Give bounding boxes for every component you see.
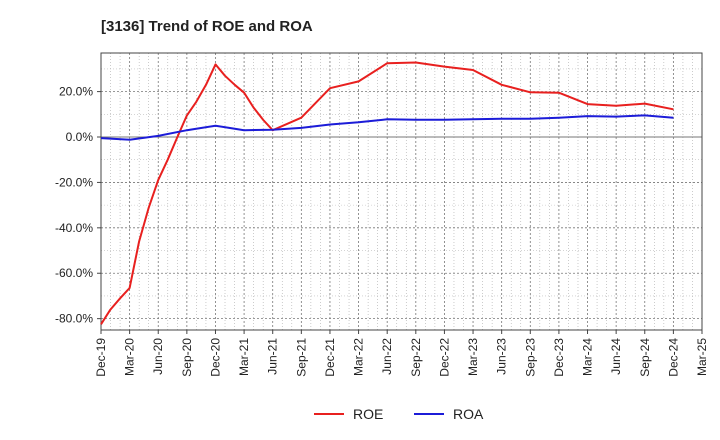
- x-tick-label: Sep-20: [180, 338, 194, 377]
- x-tick-label: Jun-24: [609, 338, 623, 375]
- y-tick-label: -20.0%: [55, 175, 93, 189]
- x-tick-label: Dec-24: [666, 338, 680, 377]
- chart-title: [3136] Trend of ROE and ROA: [101, 18, 313, 35]
- y-tick-label: -40.0%: [55, 221, 93, 235]
- x-tick-label: Sep-23: [523, 338, 537, 377]
- plot-border: [100, 52, 703, 331]
- y-tick-label: 20.0%: [59, 85, 93, 99]
- series-lines: [100, 61, 674, 325]
- x-tick-label: Sep-22: [409, 338, 423, 377]
- legend-label-roe: ROE: [353, 406, 383, 422]
- x-tick-label: Dec-19: [94, 338, 108, 377]
- x-tick-label: Sep-24: [638, 338, 652, 377]
- y-tick-label: 0.0%: [66, 130, 94, 144]
- x-tick-label: Mar-21: [237, 338, 251, 376]
- x-tick-label: Jun-23: [495, 338, 509, 375]
- x-axis-tick-labels: Dec-19 Mar-20 Jun-20 Sep-20 Dec-20 Mar-21 Jun-…: [94, 338, 709, 377]
- series-line-roa: [100, 114, 674, 141]
- x-tick-label: Mar-24: [581, 338, 595, 376]
- x-tick-label: Sep-21: [294, 338, 308, 377]
- y-axis-tick-labels: 20.0% 0.0% -20.0% -40.0% -60.0% -80.0%: [55, 85, 93, 326]
- x-tick-label: Dec-20: [208, 338, 222, 377]
- x-tick-label: Mar-23: [466, 338, 480, 376]
- legend-label-roa: ROA: [453, 406, 484, 422]
- grid-lines: [100, 53, 703, 330]
- x-tick-label: Dec-21: [323, 338, 337, 377]
- x-tick-label: Mar-20: [123, 338, 137, 376]
- x-tick-label: Dec-23: [552, 338, 566, 377]
- legend: ROE ROA: [314, 406, 484, 422]
- series-line-roe: [100, 61, 674, 325]
- x-tick-label: Mar-22: [352, 338, 366, 376]
- x-tick-label: Jun-21: [266, 338, 280, 375]
- x-tick-label: Mar-25: [695, 338, 709, 376]
- x-tick-label: Jun-20: [151, 338, 165, 375]
- y-tick-label: -60.0%: [55, 266, 93, 280]
- x-tick-label: Dec-22: [437, 338, 451, 377]
- x-tick-label: Jun-22: [380, 338, 394, 375]
- y-tick-label: -80.0%: [55, 312, 93, 326]
- plot-frame: [97, 52, 703, 334]
